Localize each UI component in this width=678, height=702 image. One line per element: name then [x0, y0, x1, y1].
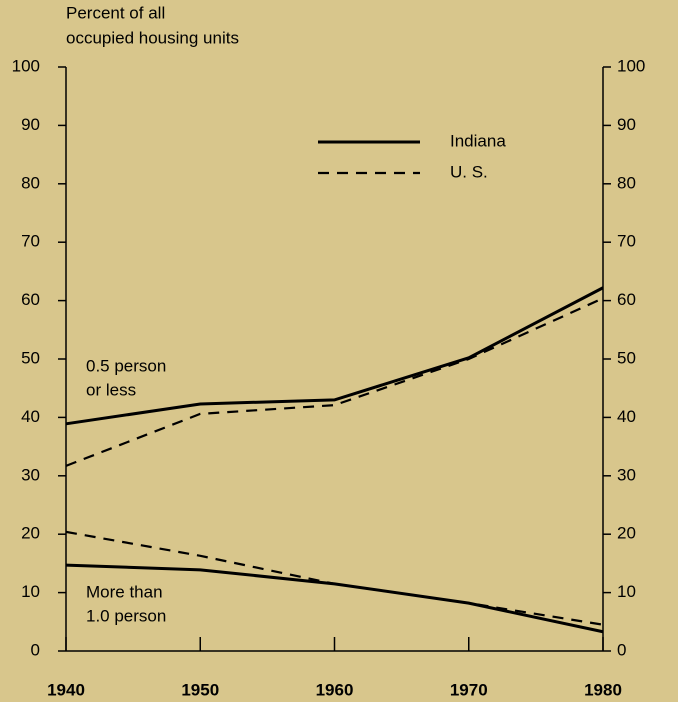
y-tick-label: 80: [21, 173, 40, 192]
y-tick-label: 90: [21, 115, 40, 134]
annotation: 1.0 person: [86, 606, 166, 625]
x-tick-label: 1940: [47, 680, 85, 699]
y-tick-label: 0: [31, 640, 40, 659]
y2-tick-label: 0: [617, 640, 626, 659]
y2-tick-label: 60: [617, 290, 636, 309]
legend-label: U. S.: [450, 162, 488, 181]
annotation: or less: [86, 380, 136, 399]
y2-tick-label: 50: [617, 348, 636, 367]
x-tick-label: 1970: [450, 680, 488, 699]
y2-tick-label: 100: [617, 56, 645, 75]
y-tick-label: 100: [12, 56, 40, 75]
y2-tick-label: 40: [617, 407, 636, 426]
legend-label: Indiana: [450, 131, 506, 150]
x-tick-label: 1950: [181, 680, 219, 699]
y2-tick-label: 70: [617, 232, 636, 251]
y2-tick-label: 80: [617, 173, 636, 192]
y-tick-label: 10: [21, 582, 40, 601]
y-tick-label: 30: [21, 465, 40, 484]
y-tick-label: 40: [21, 407, 40, 426]
y2-tick-label: 20: [617, 524, 636, 543]
y-tick-label: 70: [21, 232, 40, 251]
y2-tick-label: 10: [617, 582, 636, 601]
y-tick-label: 60: [21, 290, 40, 309]
y-tick-label: 50: [21, 348, 40, 367]
annotation: More than: [86, 582, 163, 601]
y-tick-label: 20: [21, 524, 40, 543]
y-label: occupied housing units: [66, 28, 239, 47]
y2-tick-label: 90: [617, 115, 636, 134]
y-label: Percent of all: [66, 3, 165, 22]
annotation: 0.5 person: [86, 356, 166, 375]
y2-tick-label: 30: [617, 465, 636, 484]
series-line: [65, 530, 604, 626]
series-line: [65, 286, 604, 426]
series-line: [65, 297, 604, 467]
x-tick-label: 1980: [584, 680, 622, 699]
x-tick-label: 1960: [316, 680, 354, 699]
